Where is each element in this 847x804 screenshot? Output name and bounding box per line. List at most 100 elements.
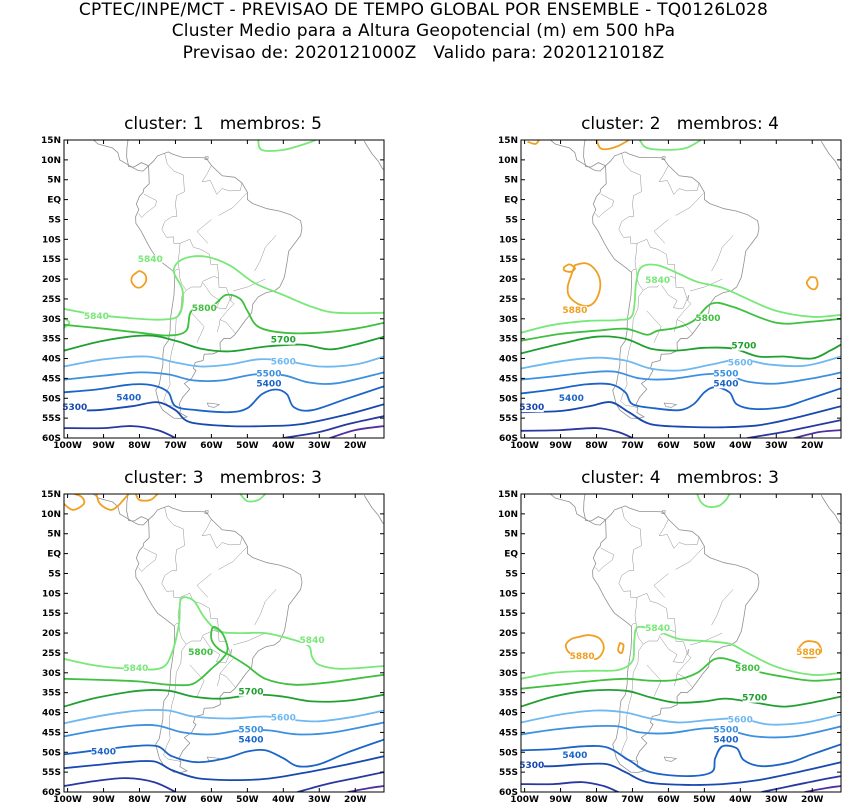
- contour-label: 5700: [271, 336, 296, 346]
- contour-label: 5500: [713, 369, 738, 379]
- lon-label: 40W: [272, 795, 295, 804]
- contour-5880: [805, 276, 819, 291]
- contour-label: 5300: [519, 403, 544, 413]
- contour-label-bg: [271, 335, 296, 345]
- lon-label: 90W: [549, 441, 572, 451]
- lat-label: 10N: [498, 156, 518, 166]
- contour-label-bg: [138, 254, 163, 264]
- country-border: [161, 216, 181, 273]
- country-border: [201, 519, 243, 549]
- contour-5800: [521, 657, 841, 690]
- lat-label: 5S: [48, 215, 61, 225]
- contour-label-bg: [796, 647, 821, 657]
- contour-5880: [64, 494, 86, 511]
- country-border: [189, 310, 205, 343]
- lon-label: 30W: [308, 441, 331, 451]
- lon-label: 60W: [200, 441, 223, 451]
- contour-label-bg: [559, 394, 584, 404]
- lat-label: 25S: [499, 295, 518, 305]
- contour-label-bg: [238, 687, 263, 697]
- contour-label: 5800: [735, 664, 760, 674]
- contour-5200: [64, 425, 177, 438]
- lon-label: 50W: [693, 441, 716, 451]
- contour-label-bg: [238, 735, 263, 745]
- figure-title-line-3: Previsao de: 2020121000Z Valido para: 20…: [182, 43, 665, 63]
- lat-label: 15S: [499, 255, 518, 265]
- contour-label-bg: [271, 357, 296, 367]
- lat-label: 15S: [499, 609, 518, 619]
- contour-label: 5500: [238, 725, 263, 735]
- lat-label: 20S: [499, 629, 518, 639]
- contour-label-bg: [713, 369, 738, 379]
- contour-label-bg: [570, 651, 595, 661]
- contour-label: 5400: [91, 747, 116, 757]
- lat-label: 60S: [42, 788, 61, 798]
- map-layer: [521, 140, 841, 438]
- contour-label: 5700: [731, 342, 756, 352]
- contour-label-bg: [188, 647, 213, 657]
- lon-label: 70W: [164, 795, 187, 804]
- contour-5880: [797, 640, 823, 659]
- contour-label-bg: [562, 305, 587, 315]
- contour-5100: [329, 425, 384, 438]
- map-frame: [520, 139, 842, 439]
- contour-label-bg: [238, 725, 263, 735]
- lon-label: 100W: [510, 441, 539, 451]
- contour-5840: [257, 140, 317, 152]
- contour-label-bg: [562, 751, 587, 761]
- country-border: [161, 570, 181, 627]
- contour-label-bg: [84, 311, 109, 321]
- country-border: [163, 290, 187, 409]
- lat-label: 15N: [498, 490, 518, 500]
- lat-label: 50S: [42, 748, 61, 758]
- contour-5840: [521, 263, 841, 334]
- country-border: [218, 192, 248, 216]
- contour-5200: [521, 781, 619, 792]
- contour-label-bg: [735, 663, 760, 673]
- africa-coastline: [820, 494, 841, 792]
- contour-label: 5600: [728, 715, 753, 725]
- map-frame: [63, 139, 385, 439]
- contour-5700: [521, 335, 841, 360]
- country-border: [675, 192, 705, 216]
- contour-5100: [804, 785, 841, 792]
- contour-5700: [64, 334, 384, 353]
- contour-5200: [282, 415, 384, 438]
- caribbean-island: [661, 156, 666, 160]
- contour-label-bg: [645, 276, 670, 286]
- contour-label-bg: [519, 761, 544, 771]
- caribbean-island: [204, 156, 209, 160]
- panel-2-title: cluster: 2 membros: 4: [581, 114, 779, 134]
- contour-5500: [521, 724, 841, 739]
- contour-label-bg: [91, 747, 116, 757]
- central-america-coast-south: [549, 494, 606, 526]
- country-border: [196, 219, 212, 244]
- contour-label: 5840: [138, 255, 163, 265]
- lat-label: 5S: [505, 569, 518, 579]
- south-america-coastline: [135, 505, 303, 773]
- contour-label: 5880: [796, 648, 821, 658]
- contour-5300: [521, 761, 841, 786]
- contour-5400: [521, 743, 841, 777]
- country-border: [232, 278, 266, 292]
- lat-label: 5S: [505, 215, 518, 225]
- contour-5200: [296, 771, 384, 792]
- contour-label: 5800: [695, 314, 720, 324]
- country-border: [189, 664, 205, 697]
- country-border: [196, 573, 212, 598]
- caribbean-island: [204, 510, 209, 514]
- contour-5400: [64, 383, 384, 414]
- map-panel-2: 5880 5840 5800 5700 5600 5500 5400 5400 5300 15N 1…: [487, 136, 842, 451]
- contour-5100: [347, 785, 384, 792]
- lat-label: 5N: [47, 530, 61, 540]
- lat-label: 10S: [42, 235, 61, 245]
- lat-label: 55S: [499, 414, 518, 424]
- contour-5500: [64, 721, 384, 738]
- lat-label: 45S: [499, 374, 518, 384]
- contour-5400: [521, 382, 841, 412]
- country-border: [689, 278, 723, 292]
- contour-label: 5400: [116, 393, 141, 403]
- contour-label: 5300: [519, 761, 544, 771]
- contour-5700: [64, 688, 384, 708]
- contour-5500: [64, 371, 384, 385]
